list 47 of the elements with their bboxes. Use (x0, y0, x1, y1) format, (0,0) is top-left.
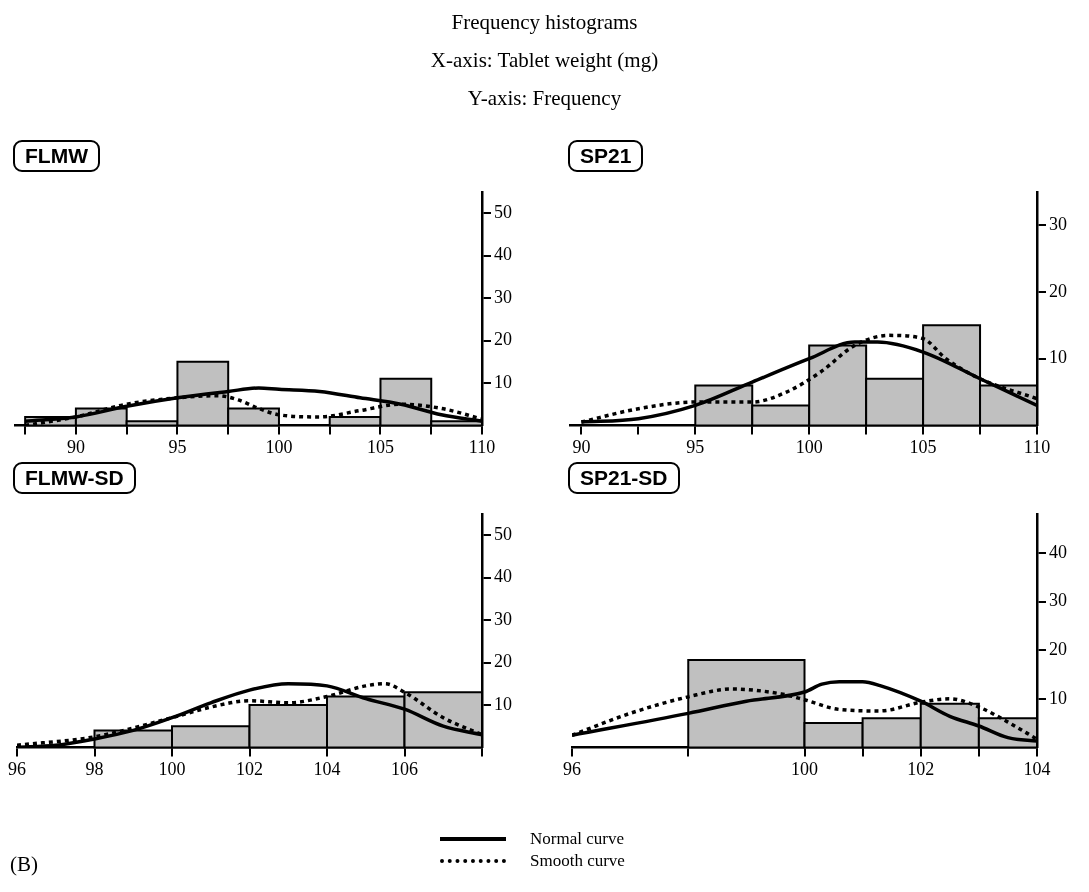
y-tick-label: 40 (494, 244, 512, 265)
y-tick-label: 20 (1049, 638, 1067, 659)
chart-title: SP21-SD (568, 462, 680, 494)
x-tick-label: 105 (366, 436, 394, 457)
y-tick-label: 30 (1049, 214, 1067, 235)
y-tick-label: 30 (1049, 590, 1067, 611)
y-tick-label: 10 (1049, 347, 1067, 368)
y-tick-label: 10 (494, 371, 512, 392)
x-tick-label: 104 (313, 758, 341, 779)
legend-label: Smooth curve (530, 851, 625, 871)
legend-label: Normal curve (530, 829, 624, 849)
text: Y-axis: Frequency (466, 86, 623, 111)
x-tick-label: 102 (236, 758, 263, 779)
x-tick-label: 100 (265, 436, 293, 457)
chart-title: FLMW-SD (13, 462, 136, 494)
chart-title: FLMW (13, 140, 100, 172)
x-tick-label: 100 (158, 758, 186, 779)
x-tick-label: 102 (907, 758, 935, 779)
x-tick-label: 96 (8, 758, 26, 779)
x-tick-label: 90 (66, 436, 85, 457)
y-tick-label: 20 (1049, 280, 1067, 301)
y-tick-label: 10 (494, 693, 512, 714)
x-tick-label: 105 (909, 436, 937, 457)
x-tick-label: 100 (795, 436, 823, 457)
chart-title: SP21 (568, 140, 644, 172)
y-tick-label: 30 (494, 286, 512, 307)
x-tick-label: 98 (85, 758, 104, 779)
y-tick-label: 50 (494, 523, 512, 544)
y-tick-label: 30 (494, 608, 512, 629)
text: (B) (10, 852, 38, 877)
y-tick-label: 40 (1049, 541, 1067, 562)
y-tick-label: 20 (494, 651, 512, 672)
x-tick-label: 110 (1023, 436, 1051, 457)
x-tick-label: 95 (168, 436, 187, 457)
text: X-axis: Tablet weight (mg) (429, 48, 660, 73)
x-tick-label: 106 (391, 758, 418, 779)
x-tick-label: 90 (572, 436, 591, 457)
x-tick-label: 110 (468, 436, 496, 457)
y-tick-label: 20 (494, 329, 512, 350)
x-tick-label: 100 (791, 758, 818, 779)
x-tick-label: 95 (686, 436, 705, 457)
text: Frequency histograms (450, 10, 639, 35)
y-tick-label: 40 (494, 566, 512, 587)
x-tick-label: 96 (563, 758, 581, 779)
x-tick-label: 104 (1023, 758, 1051, 779)
y-tick-label: 50 (494, 201, 512, 222)
y-tick-label: 10 (1049, 687, 1067, 708)
